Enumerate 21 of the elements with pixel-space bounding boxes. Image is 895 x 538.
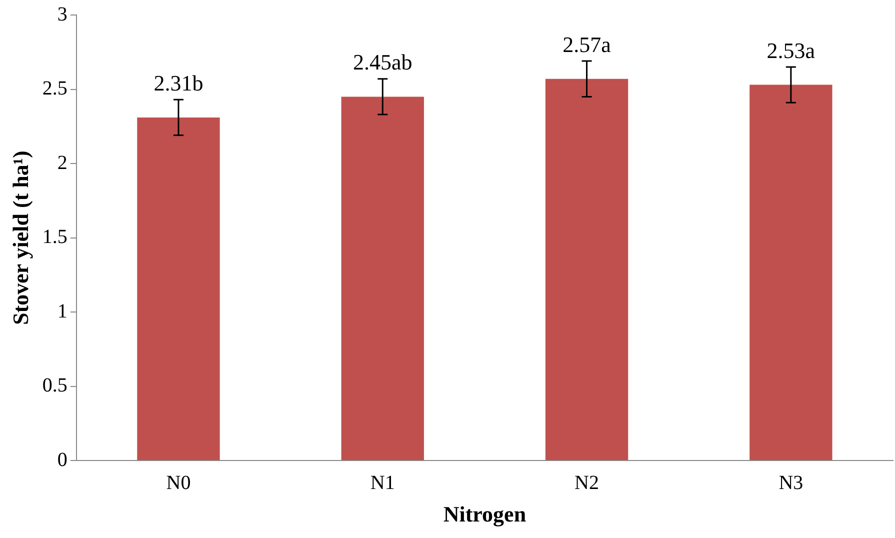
data-label: 2.45ab [352,50,412,75]
y-tick-label: 1 [57,300,68,322]
y-tick-label: 2.5 [42,78,68,100]
x-tick-label: N2 [574,472,599,494]
y-tick-label: 1.5 [42,226,68,248]
bar [341,96,424,460]
x-axis-title: Nitrogen [443,501,526,526]
x-tick-label: N0 [166,472,191,494]
x-tick-label: N3 [778,472,804,494]
y-tick-label: 0.5 [42,374,68,397]
y-tick-label: 2 [57,152,68,174]
bar [137,117,220,460]
y-tick-label: 0 [57,448,68,471]
y-tick-label: 3 [57,3,68,26]
bar [750,84,832,460]
y-axis-title: Stover yield (t ha¹) [8,150,33,325]
data-label: 2.31b [154,70,204,96]
x-tick-label: N1 [370,472,395,494]
data-label: 2.57a [562,32,612,57]
bar [545,78,628,460]
data-label: 2.53a [766,38,816,63]
